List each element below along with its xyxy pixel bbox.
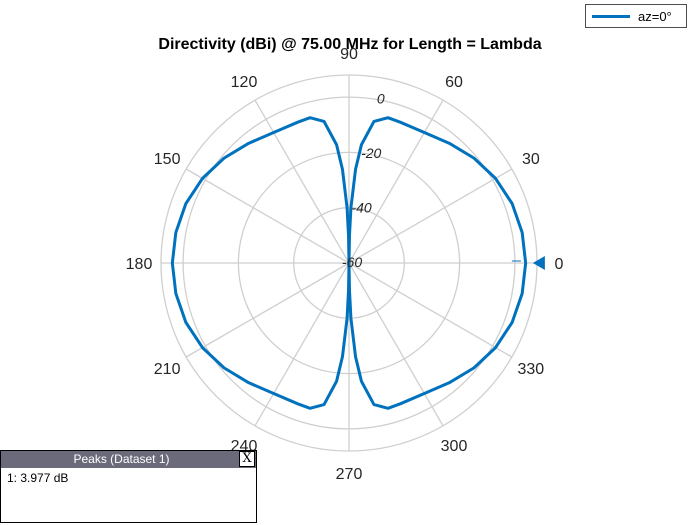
peak-marker-layer <box>511 256 545 270</box>
angle-tick-label-30: 30 <box>522 151 540 168</box>
legend-swatch-az-0 <box>592 15 630 18</box>
angle-tick-label-270: 270 <box>336 466 363 483</box>
angle-tick-label-90: 90 <box>340 46 358 63</box>
radial-tick-label-2: -20 <box>361 145 381 161</box>
series-line-0 <box>170 116 528 410</box>
series-layer <box>170 116 528 410</box>
angle-grid-line-150 <box>185 168 350 264</box>
peaks-panel-header: Peaks (Dataset 1) X <box>1 451 256 468</box>
angle-tick-label-150: 150 <box>154 151 181 168</box>
angle-grid-line-330 <box>348 262 513 358</box>
chart-title: Directivity (dBi) @ 75.00 MHz for Length… <box>158 36 541 53</box>
axis-labels: 0306090120150180210240270300330-60-40-20… <box>126 46 564 483</box>
peak-marker-triangle <box>532 256 545 270</box>
angle-grid-line-30 <box>348 168 513 264</box>
radial-tick-label-1: -40 <box>351 200 371 216</box>
radial-tick-label-0: -60 <box>342 254 362 270</box>
peaks-panel: Peaks (Dataset 1) X 1: 3.977 dB <box>0 450 257 523</box>
angle-tick-label-60: 60 <box>445 74 463 91</box>
angle-grid-line-300 <box>348 262 444 427</box>
angle-tick-label-330: 330 <box>518 361 545 378</box>
angle-tick-label-120: 120 <box>231 74 258 91</box>
angle-tick-label-300: 300 <box>441 438 468 455</box>
radial-tick-label-3: 0 <box>377 91 385 107</box>
angle-tick-label-210: 210 <box>154 361 181 378</box>
angle-grid-line-120 <box>254 99 350 264</box>
peaks-panel-title: Peaks (Dataset 1) <box>73 452 170 466</box>
angle-tick-label-180: 180 <box>126 256 153 273</box>
angle-grid-line-240 <box>254 262 350 427</box>
angle-grid-line-60 <box>348 99 444 264</box>
peaks-row-1: 1: 3.977 dB <box>7 471 69 485</box>
legend[interactable]: az=0° <box>585 4 687 28</box>
angle-grid-line-210 <box>185 262 350 358</box>
angle-tick-label-0: 0 <box>555 256 564 273</box>
legend-label-az-0: az=0° <box>638 9 672 24</box>
peaks-close-button[interactable]: X <box>239 451 255 467</box>
